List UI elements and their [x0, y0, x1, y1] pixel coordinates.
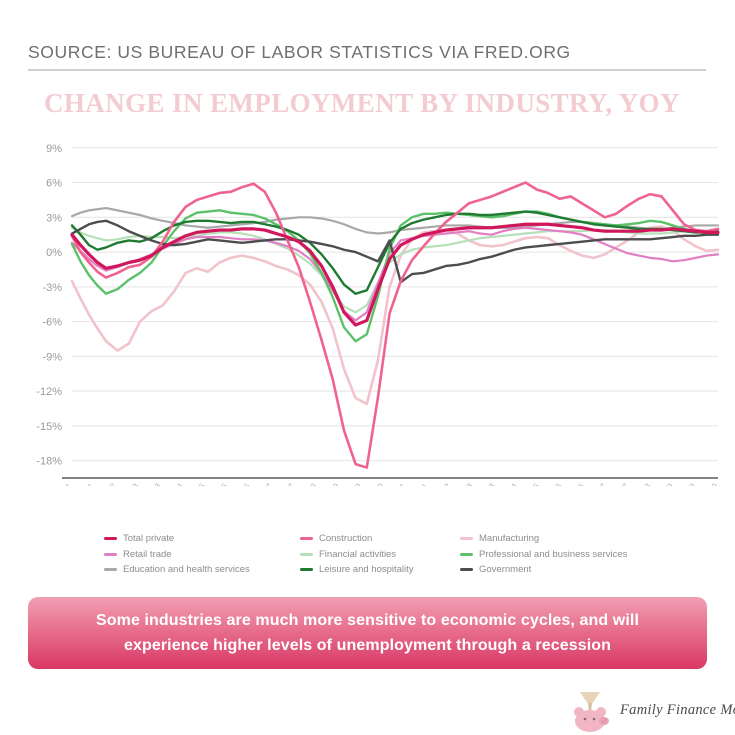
source-text: SOURCE: US BUREAU OF LABOR STATISTICS VI…: [28, 42, 571, 62]
callout-banner: Some industries are much more sensitive …: [28, 597, 707, 669]
series-line: [70, 225, 720, 406]
brand-name: Family Finance Mom: [620, 702, 735, 718]
y-axis-tick-label: -3%: [42, 282, 62, 294]
piggy-bank-icon: [574, 692, 609, 732]
legend-swatch: [104, 552, 117, 556]
legend-label: Education and health services: [123, 564, 250, 576]
x-axis-tick-label: Oct 2017: [603, 481, 630, 486]
legend-item: Total private: [104, 533, 300, 544]
callout-line-2: experience higher levels of unemployment…: [123, 637, 612, 654]
legend-label: Total private: [123, 533, 175, 545]
legend-label: Manufacturing: [479, 533, 540, 545]
legend-label: Financial activities: [319, 548, 397, 560]
x-axis-tick-label: Feb 2005: [179, 481, 207, 486]
y-axis-tick-label: -9%: [42, 351, 62, 363]
x-axis-tick-label: Feb 2009: [313, 481, 341, 486]
legend-swatch: [300, 537, 313, 541]
y-axis-tick-label: 9%: [46, 143, 62, 155]
x-axis-tick-label: Oct 2011: [403, 481, 430, 486]
x-axis-tick-label: Oct 2013: [470, 481, 497, 486]
x-axis-tick-label: Feb 2003: [112, 481, 140, 486]
y-axis-tick-label: -15%: [36, 421, 62, 433]
x-axis-tick-label: Oct 2003: [136, 481, 163, 486]
legend-swatch: [300, 568, 313, 572]
x-axis-tick-label: Feb 2013: [447, 481, 475, 486]
legend-swatch: [104, 568, 117, 572]
legend-swatch: [300, 552, 313, 556]
legend-item: Financial activities: [300, 549, 460, 560]
legend-label: Retail trade: [123, 548, 172, 560]
x-axis-tick-label: Feb 2015: [513, 481, 541, 486]
source-divider: [28, 69, 706, 71]
y-axis-tick-label: -18%: [36, 456, 62, 468]
legend-swatch: [460, 537, 473, 541]
x-axis-tick-label: Feb 2020: [692, 481, 720, 486]
y-axis-tick-label: -6%: [42, 317, 62, 329]
series-line: [70, 181, 720, 469]
y-axis-tick-label: 3%: [46, 212, 62, 224]
legend-swatch: [104, 537, 117, 541]
chart-title: CHANGE IN EMPLOYMENT BY INDUSTRY, YOY: [44, 88, 680, 118]
legend-swatch: [460, 568, 473, 572]
legend-label: Government: [479, 564, 532, 576]
brand-logo: Family Finance Mom: [566, 686, 735, 732]
legend-item: Professional and business services: [460, 549, 700, 560]
x-axis-tick-label: Feb 2001: [46, 481, 74, 486]
employment-line-chart: 9%6%3%0%-3%-6%-9%-12%-15%-18%Feb 2001Oct…: [36, 143, 720, 486]
chart-plot-area: 9%6%3%0%-3%-6%-9%-12%-15%-18%Feb 2001Oct…: [0, 126, 735, 486]
legend-item: Leisure and hospitality: [300, 564, 460, 575]
legend-item: Retail trade: [104, 549, 300, 560]
y-axis-tick-label: -12%: [36, 386, 62, 398]
y-axis-tick-label: 6%: [46, 178, 62, 190]
y-axis-tick-label: 0%: [46, 247, 62, 259]
legend-label: Construction: [319, 533, 373, 545]
legend-label: Leisure and hospitality: [319, 564, 414, 576]
x-axis-tick-label: Oct 2015: [537, 481, 564, 486]
legend-item: Construction: [300, 533, 460, 544]
legend-item: Government: [460, 564, 700, 575]
x-axis-tick-label: Feb 2007: [246, 481, 274, 486]
x-axis-tick-label: Feb 2011: [380, 481, 408, 486]
x-axis-tick-label: Oct 2001: [69, 481, 96, 486]
x-axis-tick-label: Feb 2019: [647, 481, 675, 486]
legend-swatch: [460, 552, 473, 556]
legend-label: Professional and business services: [479, 548, 628, 560]
series-line: [70, 222, 720, 327]
x-axis-tick-label: Feb 2017: [580, 481, 608, 486]
x-axis-tick-label: Oct 2019: [670, 481, 697, 486]
chart-legend: Total private Construction Manufacturing Re…: [104, 531, 704, 578]
legend-item: Manufacturing: [460, 533, 700, 544]
legend-item: Education and health services: [104, 564, 300, 575]
x-axis-tick-label: Oct 2007: [269, 481, 296, 486]
callout-line-1: Some industries are much more sensitive …: [96, 612, 639, 629]
x-axis-tick-label: Oct 2005: [202, 481, 229, 486]
x-axis-tick-label: Oct 2009: [336, 481, 363, 486]
source-block: SOURCE: US BUREAU OF LABOR STATISTICS VI…: [28, 42, 708, 71]
